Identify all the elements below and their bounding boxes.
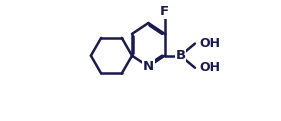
Text: B: B: [175, 49, 185, 62]
Text: F: F: [160, 5, 169, 18]
Text: N: N: [143, 60, 154, 73]
Text: OH: OH: [200, 61, 221, 74]
Text: OH: OH: [200, 37, 221, 50]
